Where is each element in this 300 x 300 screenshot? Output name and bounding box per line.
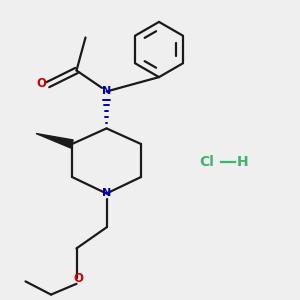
Text: Cl: Cl [200,155,214,169]
Text: H: H [237,155,249,169]
Text: O: O [36,76,46,90]
Text: O: O [73,272,83,285]
Polygon shape [36,134,73,148]
Text: N: N [102,188,111,199]
Text: N: N [102,86,111,97]
